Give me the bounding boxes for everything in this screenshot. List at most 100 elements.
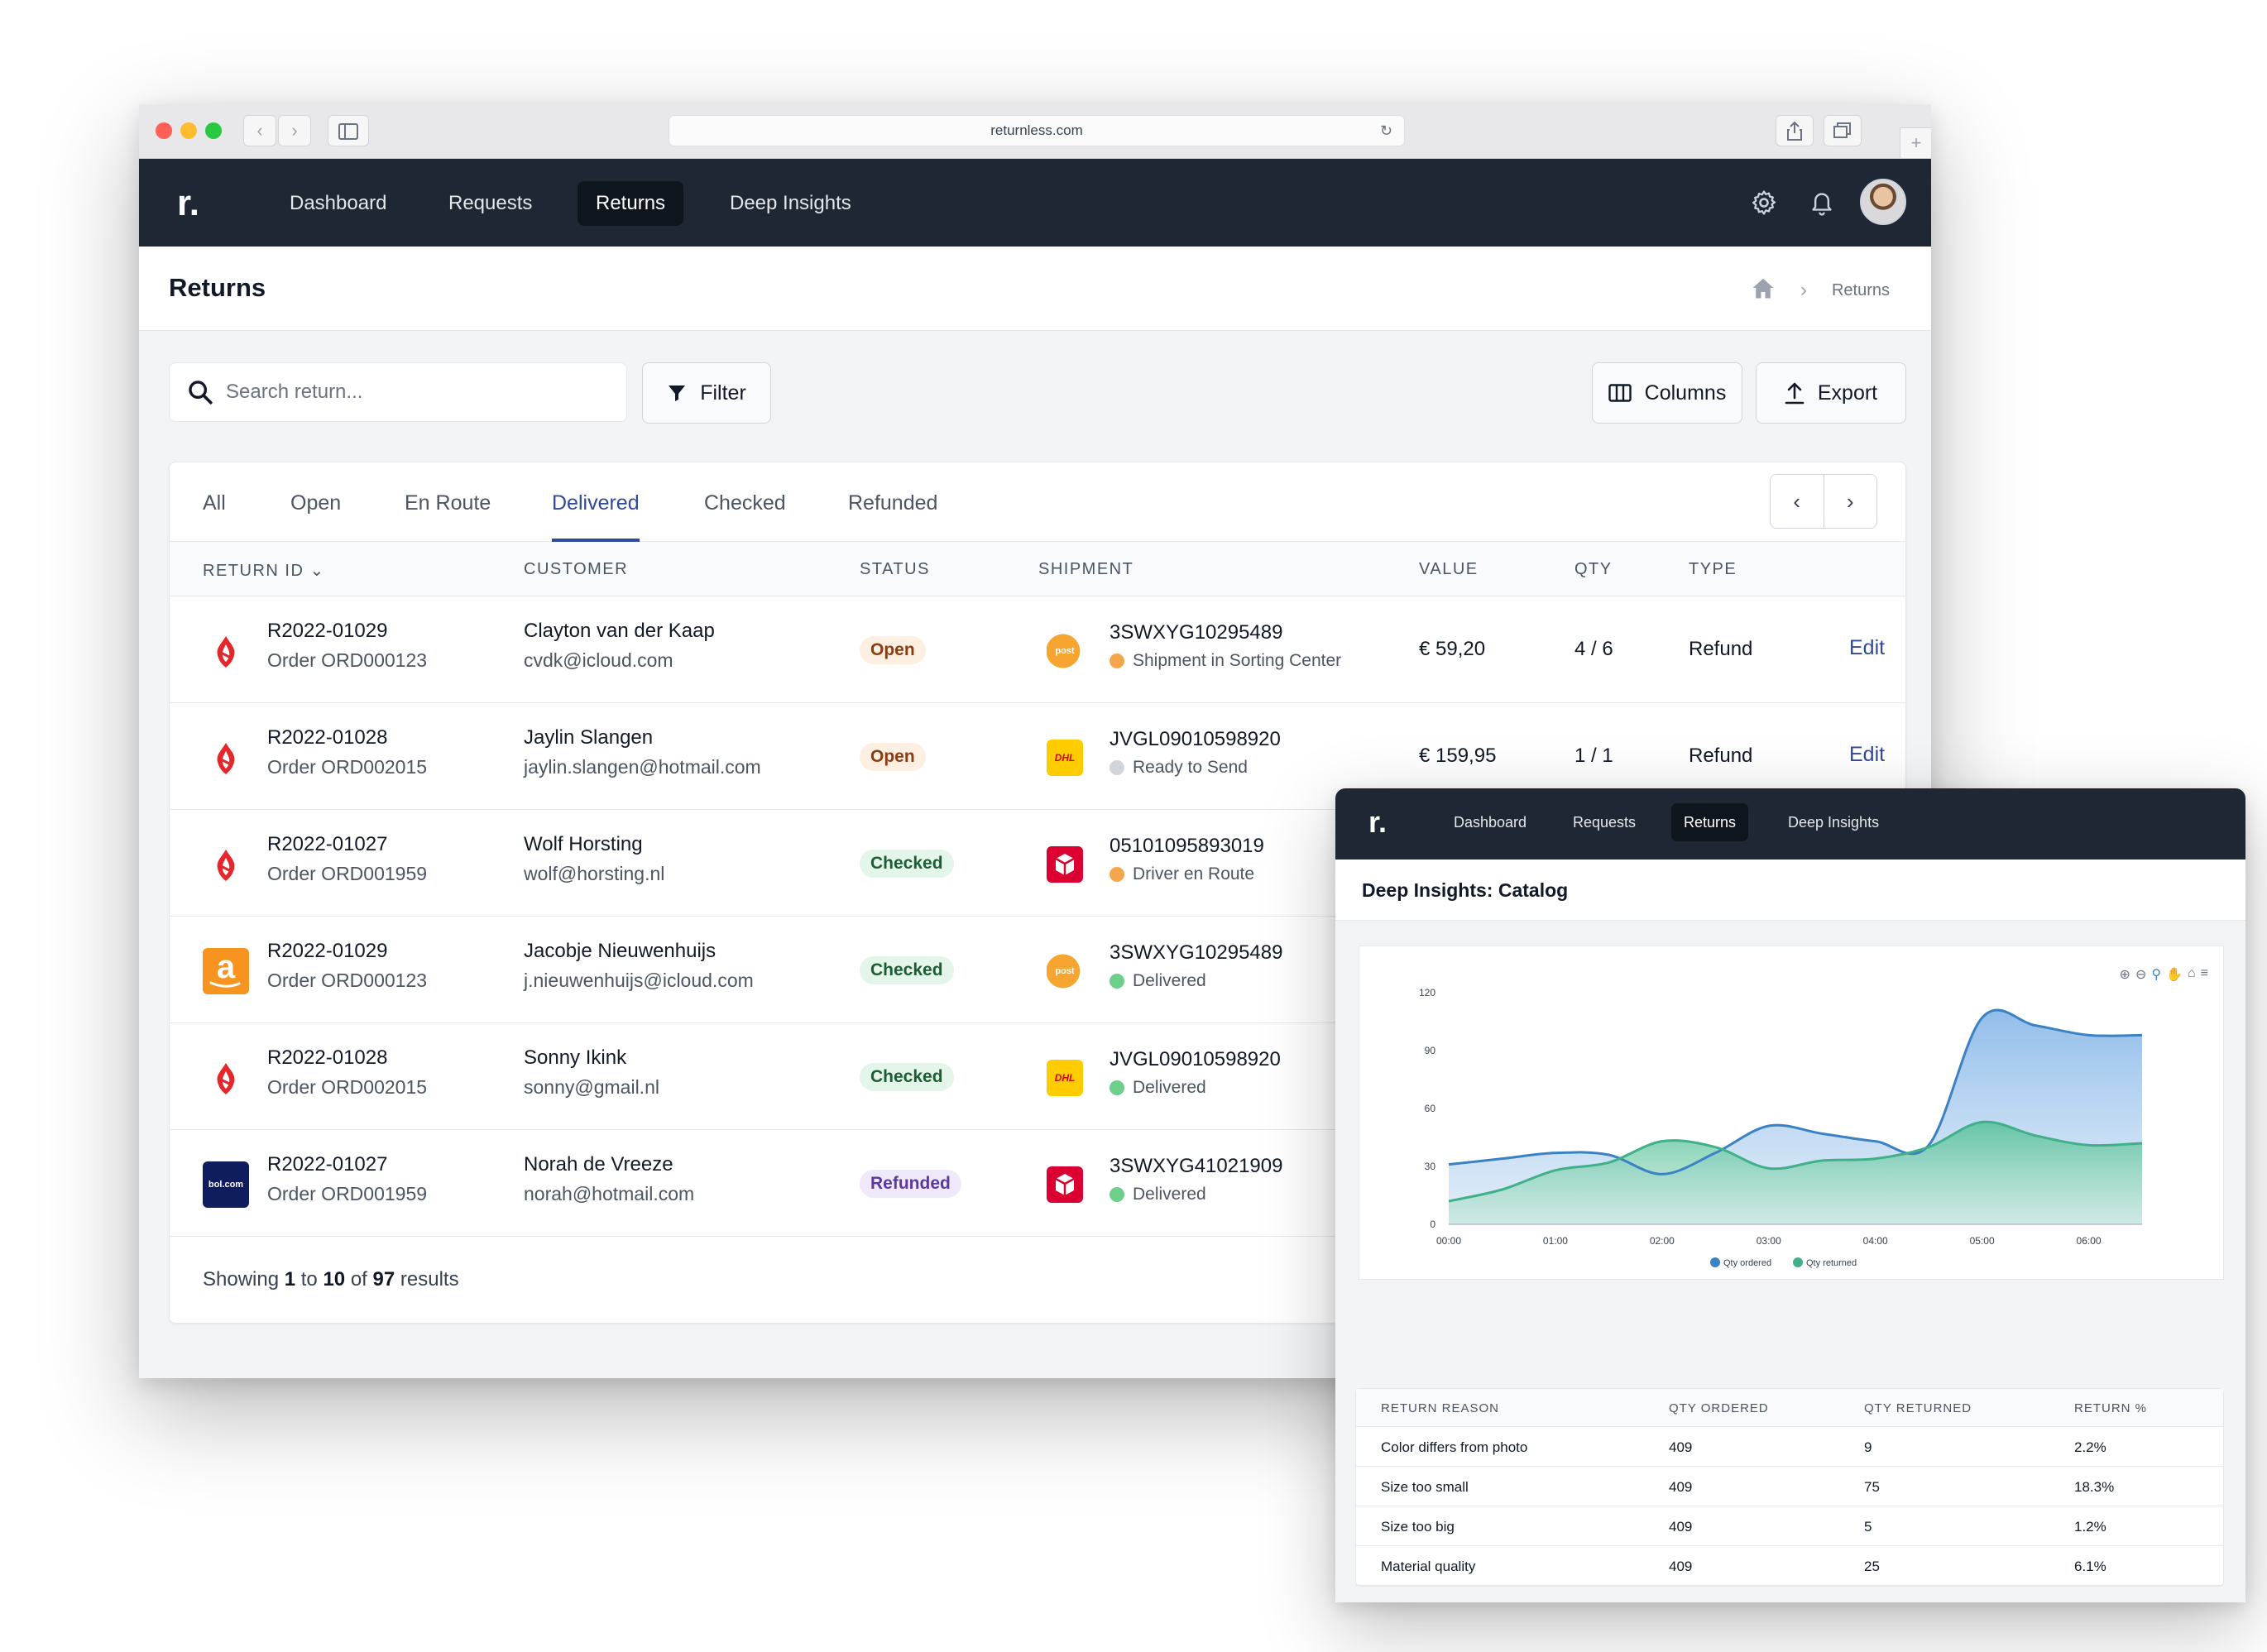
- legend-marker-qty-ordered[interactable]: [1710, 1257, 1720, 1267]
- minimize-window-button[interactable]: [180, 122, 197, 139]
- return-id[interactable]: R2022-01029: [267, 620, 388, 642]
- overlay-nav-deep-insights[interactable]: Deep Insights: [1788, 814, 1880, 831]
- reset-zoom-icon[interactable]: ⌂: [2187, 966, 2196, 980]
- breadcrumb: › Returns: [1751, 276, 1890, 304]
- share-icon[interactable]: [1776, 115, 1814, 146]
- tracking-number[interactable]: JVGL09010598920: [1110, 1048, 1281, 1070]
- tracking-number[interactable]: 05101095893019: [1110, 835, 1264, 857]
- return-id[interactable]: R2022-01029: [267, 940, 388, 962]
- user-avatar[interactable]: [1860, 179, 1906, 225]
- customer-email: cvdk@icloud.com: [524, 649, 673, 671]
- search-input[interactable]: [226, 363, 615, 421]
- qty-ordered-line[interactable]: [1448, 1008, 2143, 1176]
- customer-name: Wolf Horsting: [524, 833, 643, 855]
- zoom-in-icon[interactable]: ⊕: [2119, 968, 2130, 982]
- close-window-button[interactable]: [156, 122, 172, 139]
- back-icon[interactable]: ‹: [243, 115, 276, 146]
- tab-all[interactable]: All: [203, 491, 226, 515]
- returnless-logo[interactable]: r.: [177, 183, 199, 223]
- overlay-nav-requests[interactable]: Requests: [1573, 814, 1637, 831]
- gear-icon[interactable]: [1749, 189, 1779, 218]
- qty-returned-line[interactable]: [1448, 1120, 2143, 1203]
- tabs-overview-icon[interactable]: [1824, 115, 1862, 146]
- filter-button[interactable]: Filter: [642, 362, 771, 424]
- export-button[interactable]: Export: [1756, 362, 1906, 424]
- shipment-status: Delivered: [1110, 1078, 1281, 1098]
- chevron-down-icon: ⌄: [309, 562, 325, 580]
- columns-icon: [1608, 384, 1632, 402]
- filter-label: Filter: [700, 381, 746, 405]
- overlay-nav-returns[interactable]: Returns: [1671, 803, 1749, 841]
- tab-en-route[interactable]: En Route: [405, 491, 491, 515]
- order-number: Order ORD001959: [267, 863, 428, 884]
- column-header-return-id[interactable]: RETURN ID ⌄: [203, 562, 325, 580]
- qty-returned-area: [1449, 1122, 2142, 1224]
- table-row[interactable]: R2022-01028 Order ORD002015 Sonny Ikink son…: [170, 1023, 1905, 1130]
- y-tick-label: 120: [1419, 987, 1435, 998]
- type-cell: Refund: [1689, 745, 1753, 767]
- chart-menu-icon[interactable]: ≡: [2200, 966, 2208, 980]
- pan-icon[interactable]: ✋: [2166, 968, 2183, 982]
- table-row[interactable]: R2022-01028 Order ORD002015 Jaylin Slangen…: [170, 703, 1905, 810]
- new-tab-icon[interactable]: +: [1900, 127, 1931, 159]
- nav-returns[interactable]: Returns: [578, 181, 684, 226]
- magnifier-icon[interactable]: ⚲: [2151, 968, 2162, 982]
- return-id[interactable]: R2022-01028: [267, 726, 388, 749]
- reload-icon[interactable]: ↻: [1379, 122, 1392, 139]
- qty-returned-cell: 75: [1864, 1479, 1880, 1495]
- status-tabs: All Open En Route Delivered Checked Refu…: [170, 462, 1905, 542]
- legend-label-qty-returned[interactable]: Qty returned: [1806, 1258, 1857, 1268]
- maximize-window-button[interactable]: [205, 122, 222, 139]
- overlay-nav-dashboard[interactable]: Dashboard: [1454, 814, 1527, 831]
- qty-ordered-cell: 409: [1669, 1479, 1693, 1495]
- address-bar[interactable]: returnless.com ↻: [669, 115, 1405, 146]
- order-number: Order ORD001959: [267, 1183, 428, 1204]
- sidebar-toggle-icon[interactable]: [328, 115, 369, 146]
- return-id[interactable]: R2022-01027: [267, 833, 388, 855]
- legend-marker-qty-returned[interactable]: [1793, 1257, 1803, 1267]
- return-id[interactable]: R2022-01027: [267, 1153, 388, 1176]
- tab-checked[interactable]: Checked: [704, 491, 786, 515]
- breadcrumb-current[interactable]: Returns: [1831, 280, 1890, 299]
- customer-name: Jaylin Slangen: [524, 726, 654, 749]
- edit-link[interactable]: Edit: [1849, 636, 1886, 659]
- x-tick-label: 03:00: [1757, 1235, 1781, 1247]
- zoom-out-icon[interactable]: ⊖: [2135, 968, 2147, 982]
- shipment-status: Delivered: [1110, 971, 1282, 991]
- qty-ordered-cell: 409: [1669, 1439, 1693, 1455]
- next-page-icon[interactable]: ›: [1846, 489, 1854, 514]
- tracking-number[interactable]: 3SWXYG41021909: [1110, 1155, 1283, 1177]
- dpd-logo: [1047, 846, 1083, 883]
- table-row[interactable]: R2022-01029 Order ORD000123 Clayton van de…: [170, 596, 1905, 703]
- forward-icon[interactable]: ›: [278, 115, 311, 146]
- tracking-number[interactable]: 3SWXYG10295489: [1110, 941, 1283, 964]
- bell-icon[interactable]: [1807, 189, 1837, 218]
- tracking-number[interactable]: 3SWXYG10295489: [1110, 621, 1283, 644]
- shipment-status-text: Driver en Route: [1133, 864, 1255, 883]
- tracking-number[interactable]: JVGL09010598920: [1110, 728, 1281, 750]
- table-row[interactable]: R2022-01027 Order ORD001959 Wolf Horsting w…: [170, 810, 1905, 917]
- tab-delivered[interactable]: Delivered: [552, 462, 640, 542]
- table-row[interactable]: a R2022-01029 Order ORD000123 Jacobje Nieuw…: [170, 917, 1905, 1023]
- nav-deep-insights[interactable]: Deep Insights: [730, 192, 851, 214]
- return-id[interactable]: R2022-01028: [267, 1046, 388, 1069]
- edit-link[interactable]: Edit: [1849, 743, 1886, 766]
- upload-icon: [1785, 382, 1804, 405]
- home-icon[interactable]: [1751, 276, 1776, 304]
- previous-page-icon[interactable]: ‹: [1771, 475, 1824, 528]
- y-tick-label: 60: [1425, 1103, 1436, 1114]
- table-row[interactable]: bol.com R2022-01027 Order ORD001959 Norah d…: [170, 1130, 1905, 1237]
- value-cell: € 59,20: [1419, 638, 1486, 660]
- search-box[interactable]: [169, 362, 627, 422]
- qty-ordered-cell: 409: [1669, 1559, 1693, 1574]
- tab-open[interactable]: Open: [290, 491, 342, 515]
- legend-label-qty-ordered[interactable]: Qty ordered: [1723, 1258, 1771, 1268]
- columns-button[interactable]: Columns: [1592, 362, 1742, 424]
- nav-dashboard[interactable]: Dashboard: [290, 192, 387, 214]
- return-percent-cell: 6.1%: [2074, 1559, 2106, 1574]
- nav-requests[interactable]: Requests: [448, 192, 533, 214]
- overlay-returnless-logo[interactable]: r.: [1368, 805, 1388, 839]
- tab-refunded[interactable]: Refunded: [848, 491, 938, 515]
- order-number: Order ORD002015: [267, 756, 428, 778]
- bolcom-logo: bol.com: [203, 1161, 249, 1208]
